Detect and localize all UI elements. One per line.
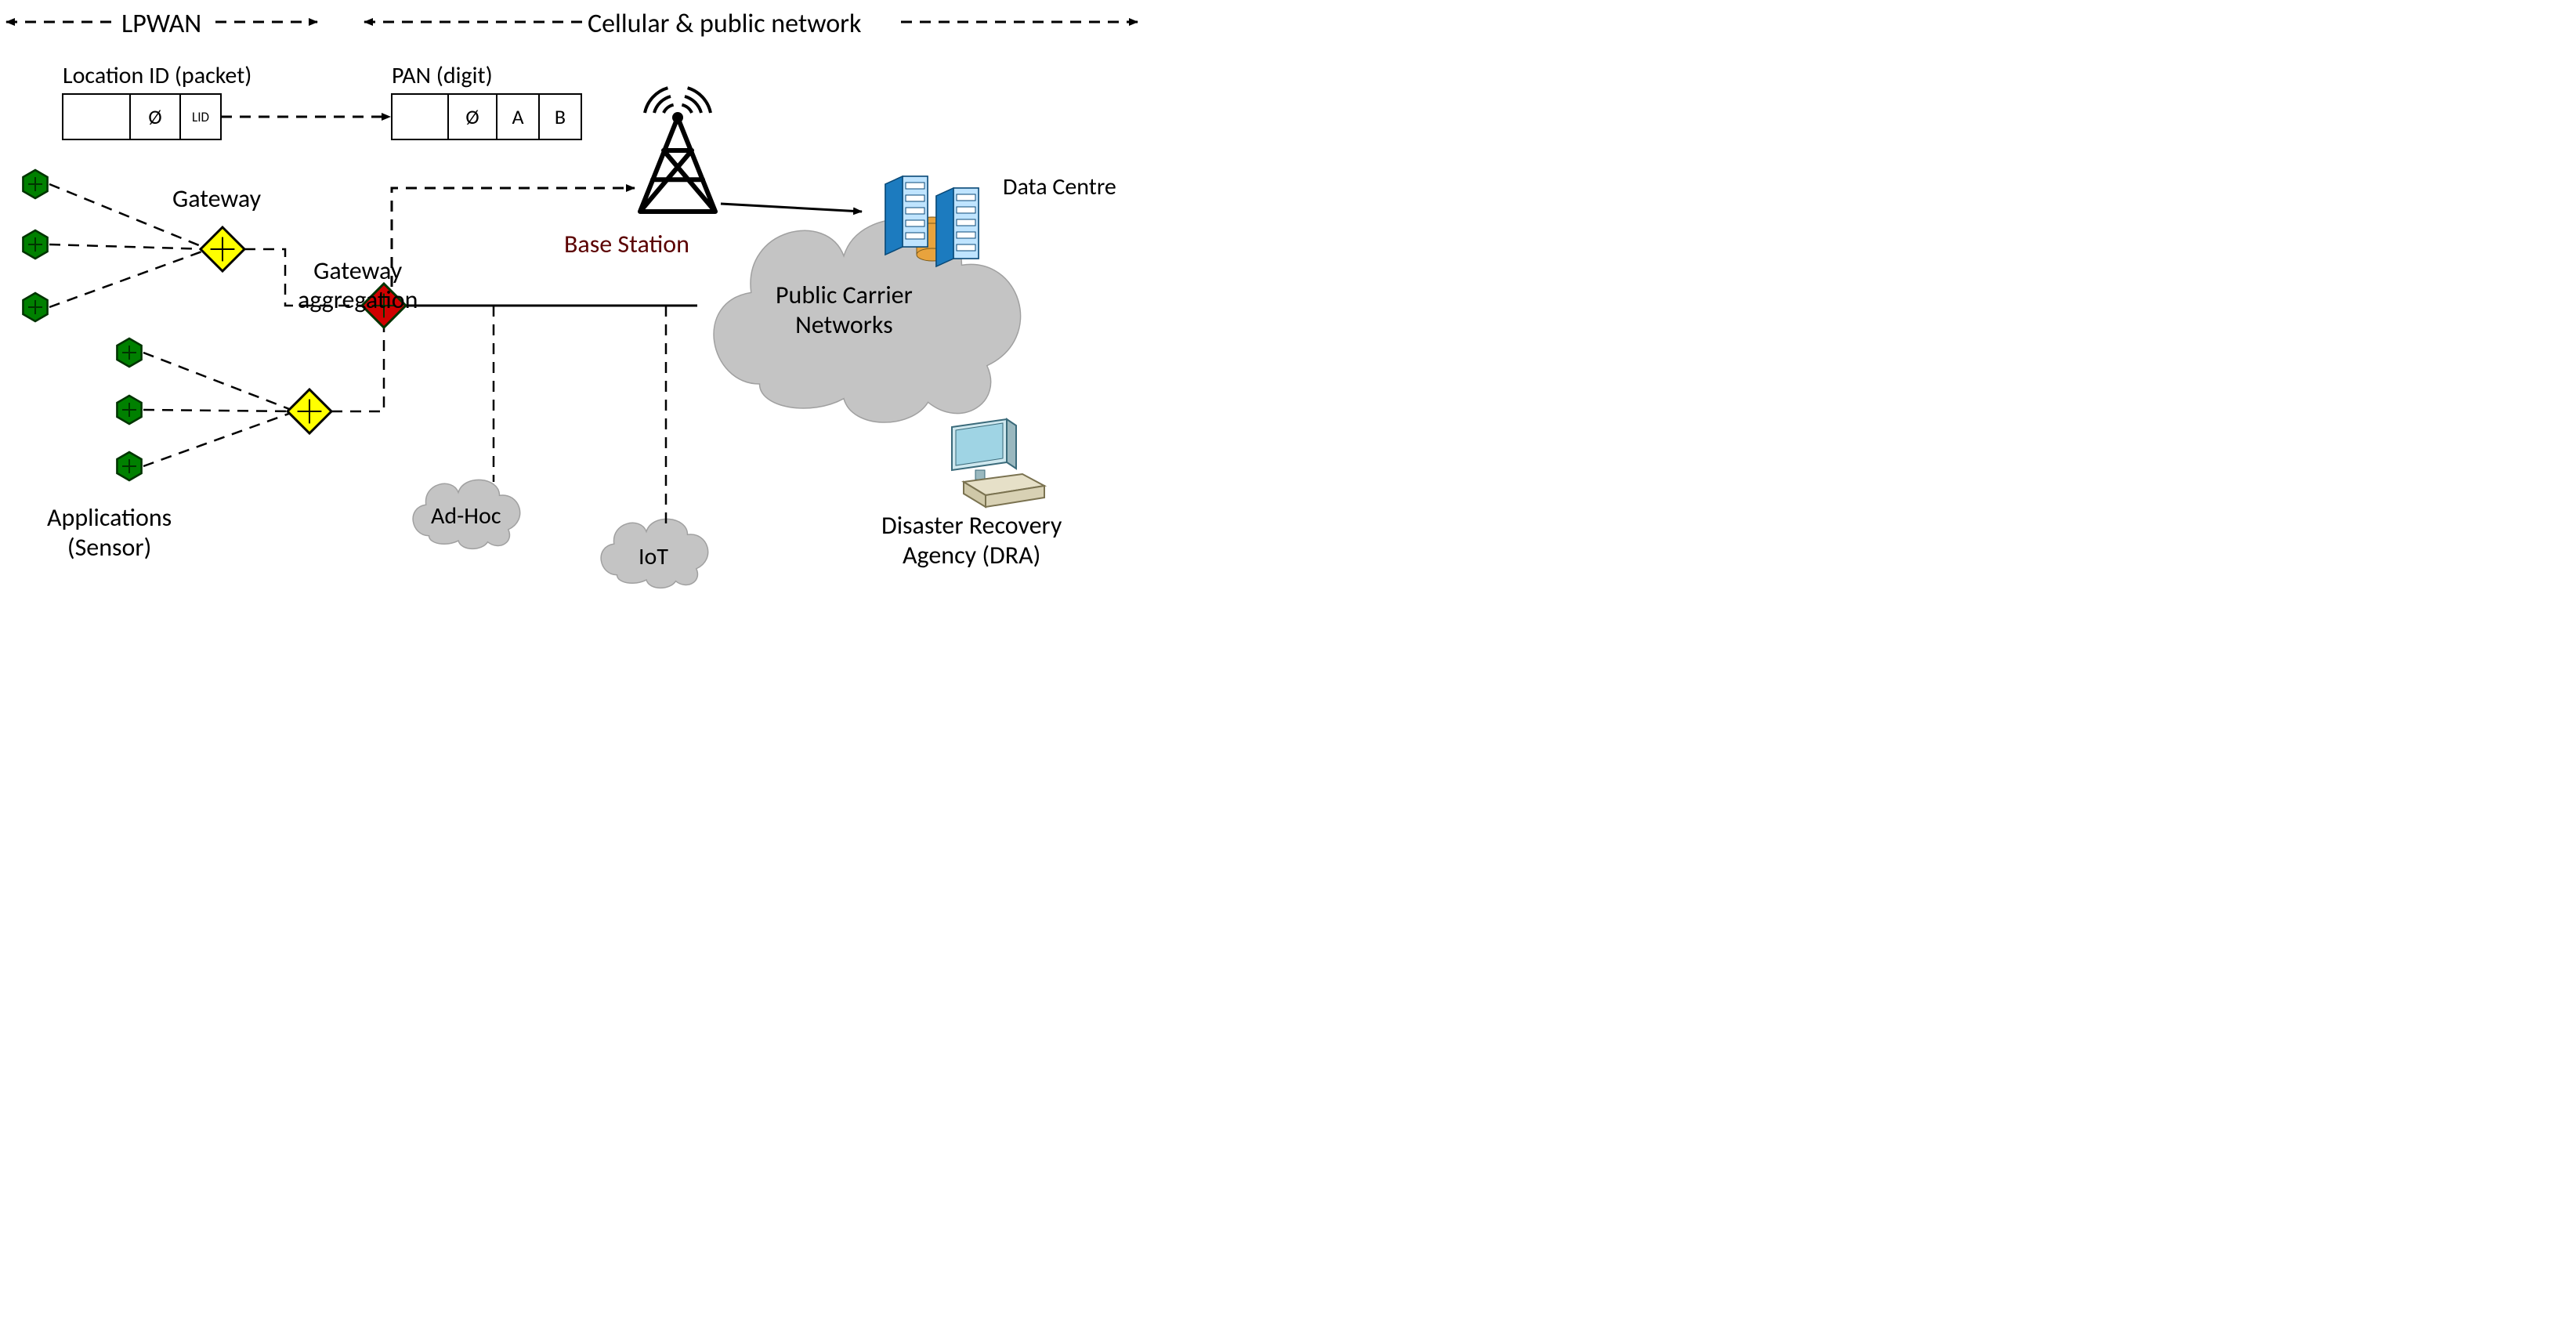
- dra-line1: Disaster Recovery: [881, 510, 1062, 541]
- sensor-bot-link-2: [143, 411, 295, 466]
- sensor-bot-link-1: [143, 410, 295, 411]
- tower-to-dc-arrow: [721, 204, 862, 212]
- lid-cell-0: [63, 94, 130, 139]
- gateway-label: Gateway: [172, 183, 261, 214]
- diagram-canvas: ØLIDØAB LPWAN Cellular & public network …: [0, 0, 1144, 603]
- gw-bot-to-agg: [331, 328, 384, 411]
- header-right-label: Cellular & public network: [588, 8, 862, 40]
- base-station-label: Base Station: [564, 229, 689, 259]
- base-station-icon: [640, 88, 715, 212]
- iot-label: IoT: [639, 542, 668, 571]
- data-centre-label: Data Centre: [1003, 172, 1116, 201]
- adhoc-label: Ad-Hoc: [431, 501, 501, 530]
- apps-line1: Applications: [47, 502, 172, 533]
- gateway-agg-line2: aggregation: [298, 284, 418, 315]
- sensor-top-link-1: [49, 244, 208, 249]
- pan-cell-0: [392, 94, 448, 139]
- lid-cell-text-1: Ø: [148, 104, 161, 129]
- gateway-agg-line1: Gateway: [313, 255, 402, 286]
- dra-label: Disaster Recovery Agency (DRA): [881, 511, 1062, 571]
- pan-cell-text-1: Ø: [465, 104, 479, 129]
- lid-cell-text-2: LID: [192, 109, 209, 125]
- pcn-label: Public Carrier Networks: [776, 281, 913, 341]
- header-left-label: LPWAN: [121, 8, 201, 40]
- pcn-line2: Networks: [795, 310, 893, 340]
- sensor-top-link-2: [49, 249, 208, 307]
- sensor-bot-link-0: [143, 353, 295, 411]
- pan-cell-text-2: A: [512, 104, 523, 129]
- pcn-line1: Public Carrier: [776, 280, 913, 310]
- apps-label: Applications (Sensor): [47, 503, 172, 563]
- lid-title: Location ID (packet): [63, 61, 251, 90]
- pan-cell-text-3: B: [555, 104, 566, 129]
- pan-title: PAN (digit): [392, 61, 493, 90]
- apps-line2: (Sensor): [67, 532, 151, 563]
- dra-line2: Agency (DRA): [903, 540, 1040, 570]
- gateway-agg-label: Gateway aggregation: [298, 257, 418, 315]
- dra-computer-icon: [952, 419, 1044, 507]
